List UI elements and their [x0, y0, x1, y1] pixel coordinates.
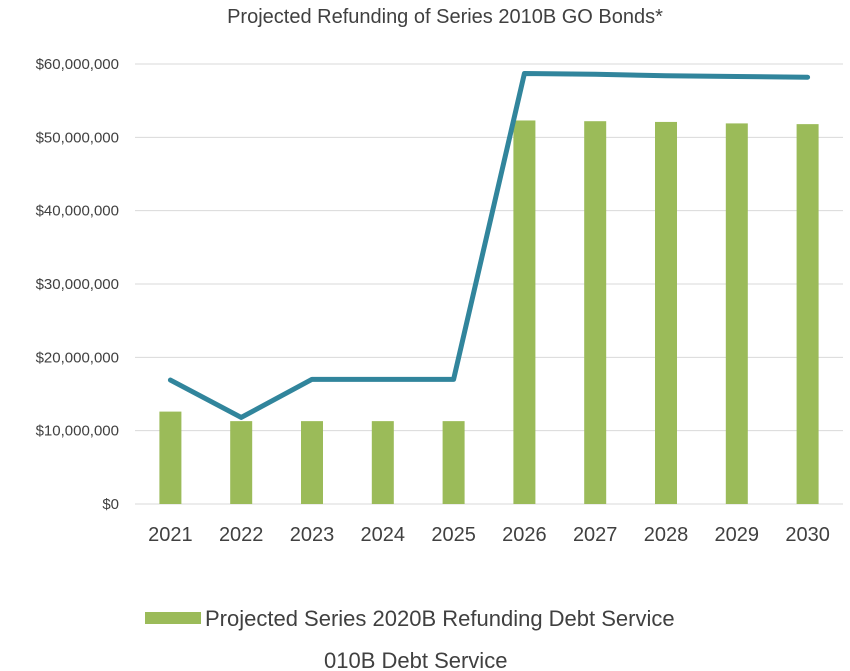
bar-2023 — [301, 421, 323, 504]
line-point-2025 — [453, 378, 455, 380]
legend: Projected Series 2020B Refunding Debt Se… — [0, 602, 850, 671]
bar-2025 — [442, 421, 465, 504]
legend-swatch-bar — [145, 612, 201, 625]
line-point-2021 — [169, 379, 171, 381]
x-tick-label-2030: 2030 — [785, 524, 830, 546]
x-axis-labels: 2021 2022 2023 2024 2025 2026 2027 2028 2029 2030 — [148, 524, 830, 546]
legend-label-line-series: 010B Debt Service — [324, 648, 508, 671]
x-tick-label-2026: 2026 — [502, 524, 547, 546]
bar-2029 — [725, 123, 748, 505]
chart-title: Projected Refunding of Series 2010B GO B… — [227, 6, 663, 28]
legend-entry-line-series[interactable]: 010B Debt Service — [324, 648, 507, 671]
bar-2028 — [655, 121, 677, 504]
plot-area: $0 $10,000,000 $20,000,000 $30,000,000 $40,0… — [36, 56, 843, 546]
gridlines — [135, 63, 843, 505]
legend-label-bar-series: Projected Series 2020B Refunding Debt Se… — [205, 606, 675, 631]
x-tick-label-2023: 2023 — [290, 524, 335, 546]
series-line — [167, 71, 811, 420]
line-point-2027 — [594, 73, 596, 75]
bar-2027 — [584, 121, 607, 504]
line-point-2026 — [523, 73, 525, 75]
x-tick-label-2025: 2025 — [431, 524, 476, 546]
bar-2030 — [796, 124, 819, 504]
line-point-2024 — [382, 378, 384, 380]
line-point-2030 — [807, 76, 809, 78]
bar-2021 — [159, 411, 182, 504]
line-point-2022 — [240, 416, 242, 418]
y-tick-label-1: $10,000,000 — [36, 423, 119, 440]
x-tick-label-2028: 2028 — [644, 524, 689, 546]
bar-2026 — [513, 120, 536, 504]
x-tick-label-2029: 2029 — [715, 524, 760, 546]
y-tick-label-4: $40,000,000 — [36, 203, 119, 220]
y-tick-label-2: $20,000,000 — [36, 349, 119, 366]
line-series — [167, 71, 811, 420]
y-tick-label-0: $0 — [102, 496, 119, 513]
y-tick-label-3: $30,000,000 — [36, 276, 119, 293]
x-tick-label-2027: 2027 — [573, 524, 618, 546]
line-point-2029 — [736, 75, 738, 77]
bar-2022 — [230, 421, 253, 504]
bar-series — [159, 120, 819, 505]
x-tick-label-2024: 2024 — [361, 524, 406, 546]
y-tick-label-6: $60,000,000 — [36, 56, 119, 73]
y-axis-labels: $0 $10,000,000 $20,000,000 $30,000,000 $40,0… — [36, 56, 119, 513]
y-tick-label-5: $50,000,000 — [36, 129, 119, 146]
line-point-2023 — [311, 378, 313, 380]
line-point-2028 — [665, 75, 667, 77]
legend-entry-bar-series[interactable]: Projected Series 2020B Refunding Debt Se… — [145, 606, 675, 632]
x-tick-label-2021: 2021 — [148, 524, 193, 546]
x-tick-label-2022: 2022 — [219, 524, 264, 546]
bar-2024 — [371, 421, 394, 504]
